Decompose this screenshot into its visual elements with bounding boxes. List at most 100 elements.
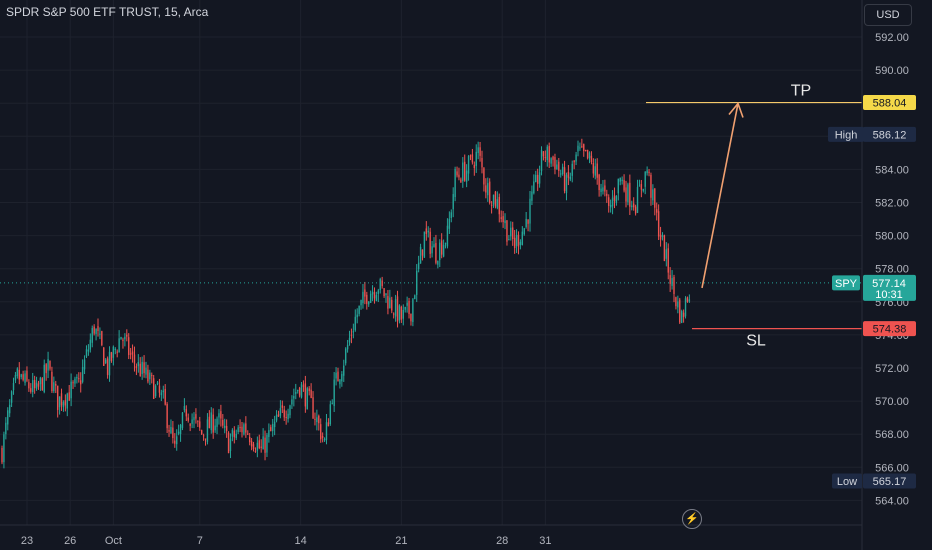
- candle: [354, 316, 356, 331]
- x-tick-label: 26: [64, 535, 76, 547]
- x-tick-label: 14: [294, 535, 306, 547]
- candle: [556, 164, 558, 170]
- candle: [417, 262, 420, 270]
- candle: [241, 426, 243, 433]
- y-tick-label: 572.00: [875, 363, 909, 375]
- candle: [625, 187, 627, 202]
- candle: [469, 155, 472, 157]
- candle: [515, 234, 518, 246]
- candle: [30, 388, 32, 392]
- candle: [158, 385, 161, 393]
- candle: [632, 203, 635, 208]
- candle: [197, 420, 199, 422]
- candle: [202, 435, 205, 437]
- y-tick-label: 564.00: [875, 495, 909, 507]
- candle: [577, 145, 579, 152]
- candle: [488, 181, 491, 204]
- candle: [650, 174, 652, 198]
- candle: [487, 183, 489, 196]
- candle: [364, 289, 366, 297]
- high-price-badge: [863, 126, 916, 142]
- lightning-icon[interactable]: ⚡: [682, 509, 702, 529]
- candle: [133, 354, 136, 364]
- candle: [285, 416, 287, 418]
- candle: [661, 234, 664, 238]
- candle: [352, 331, 355, 333]
- candle: [231, 429, 234, 437]
- candle: [10, 391, 13, 403]
- candle: [563, 167, 566, 192]
- candle: [189, 423, 191, 426]
- candle: [344, 348, 347, 364]
- candle: [368, 301, 370, 305]
- candle: [145, 367, 147, 375]
- candle: [85, 349, 88, 357]
- candle: [656, 209, 658, 213]
- candle: [318, 415, 320, 424]
- candle: [375, 295, 378, 301]
- candle: [101, 331, 103, 346]
- candle: [227, 432, 230, 454]
- candle: [152, 378, 155, 399]
- candle: [404, 306, 406, 310]
- candle: [162, 390, 164, 393]
- currency-button[interactable]: USD: [864, 4, 912, 26]
- candle: [611, 197, 614, 207]
- candle: [673, 277, 675, 295]
- candle: [573, 160, 575, 163]
- candle: [410, 313, 412, 322]
- candle: [429, 231, 431, 254]
- candle: [200, 430, 203, 435]
- candle: [663, 235, 666, 262]
- candle: [35, 382, 38, 389]
- candle: [680, 311, 683, 323]
- candle: [448, 218, 451, 229]
- candle: [110, 352, 113, 361]
- candle: [176, 436, 178, 445]
- candle: [104, 359, 107, 363]
- candle: [636, 187, 639, 213]
- candle: [596, 163, 598, 178]
- candle: [91, 328, 93, 343]
- low-price-badge-text: 565.17: [873, 476, 907, 488]
- y-tick-label: 582.00: [875, 198, 909, 210]
- candle: [373, 292, 376, 299]
- candle: [308, 388, 310, 392]
- candle: [298, 387, 301, 396]
- candle: [183, 406, 186, 411]
- candle: [129, 353, 132, 355]
- x-tick-label: 31: [539, 535, 551, 547]
- candle: [51, 371, 53, 392]
- plot-area[interactable]: [0, 0, 862, 525]
- candle: [510, 227, 512, 237]
- candle: [229, 438, 232, 452]
- candle: [629, 182, 631, 207]
- y-tick-label: 568.00: [875, 429, 909, 441]
- candle: [160, 392, 163, 396]
- candle: [642, 188, 644, 191]
- candle: [225, 425, 228, 432]
- candle: [212, 414, 214, 433]
- candle: [569, 176, 572, 180]
- candle: [427, 230, 429, 233]
- candle: [667, 248, 669, 273]
- candle: [214, 425, 216, 431]
- candle: [106, 358, 109, 375]
- candle: [391, 299, 393, 311]
- candle: [481, 158, 483, 168]
- candle: [64, 400, 67, 406]
- candle: [7, 410, 9, 425]
- candle: [281, 405, 284, 408]
- candle: [316, 417, 318, 423]
- candle: [12, 383, 15, 391]
- candle: [335, 372, 337, 379]
- candle: [295, 392, 297, 394]
- candle: [204, 438, 207, 440]
- candle: [60, 393, 63, 406]
- candle: [76, 377, 78, 379]
- y-tick-label: 590.00: [875, 65, 909, 77]
- candle: [103, 347, 105, 366]
- candle: [581, 146, 583, 148]
- candle: [331, 402, 333, 404]
